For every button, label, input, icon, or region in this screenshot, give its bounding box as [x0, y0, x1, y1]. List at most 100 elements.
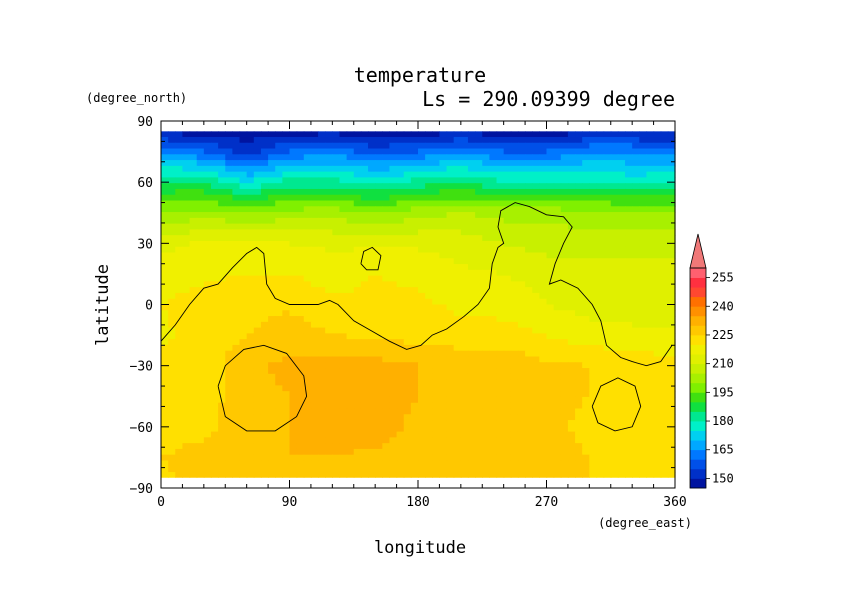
heatmap-cell — [532, 212, 540, 219]
heatmap-cell — [189, 269, 198, 277]
heatmap-cell — [596, 431, 605, 438]
heatmap-cell — [289, 148, 298, 155]
heatmap-cell — [318, 420, 326, 427]
heatmap-cell — [582, 454, 590, 462]
heatmap-cell — [517, 258, 526, 265]
heatmap-cell — [503, 292, 512, 300]
heatmap-cell — [432, 425, 441, 433]
heatmap-cell — [482, 217, 490, 225]
heatmap-cell — [596, 281, 605, 288]
heatmap-cell — [467, 472, 476, 478]
heatmap-cell — [482, 321, 490, 329]
heatmap-cell — [161, 420, 169, 427]
heatmap-cell — [439, 379, 448, 386]
heatmap-cell — [310, 443, 319, 450]
heatmap-cell — [389, 391, 398, 398]
heatmap-cell — [639, 252, 648, 259]
heatmap-cell — [567, 402, 576, 410]
heatmap-cell — [432, 269, 441, 277]
heatmap-cell — [282, 333, 291, 340]
heatmap-cell — [467, 298, 476, 306]
heatmap-cell — [289, 385, 298, 392]
heatmap-cell — [617, 183, 626, 190]
heatmap-cell — [532, 350, 540, 358]
heatmap-cell — [525, 188, 533, 196]
heatmap-cell — [275, 131, 283, 138]
heatmap-cell — [296, 269, 305, 277]
heatmap-cell — [232, 269, 241, 277]
heatmap-cell — [453, 373, 462, 381]
heatmap-cell — [239, 368, 248, 375]
heatmap-cell — [667, 350, 676, 358]
heatmap-cell — [532, 160, 540, 167]
heatmap-cell — [260, 212, 269, 219]
heatmap-cell — [432, 287, 441, 294]
heatmap-cell — [303, 304, 312, 311]
heatmap-cell — [353, 368, 362, 375]
heatmap-cell — [410, 131, 419, 138]
heatmap-cell — [639, 281, 648, 288]
heatmap-cell — [203, 454, 212, 462]
heatmap-cell — [639, 235, 648, 242]
heatmap-cell — [346, 385, 355, 392]
heatmap-cell — [496, 414, 505, 421]
heatmap-cell — [553, 420, 562, 427]
heatmap-cell — [589, 310, 598, 317]
heatmap-cell — [625, 223, 633, 231]
heatmap-cell — [525, 252, 533, 259]
heatmap-cell — [575, 402, 583, 410]
heatmap-cell — [432, 373, 441, 381]
heatmap-cell — [332, 240, 341, 248]
heatmap-cell — [182, 408, 191, 415]
heatmap-cell — [360, 298, 369, 306]
heatmap-cell — [175, 275, 184, 282]
heatmap-cell — [360, 142, 369, 150]
heatmap-cell — [275, 350, 283, 358]
heatmap-cell — [610, 316, 619, 323]
heatmap-cell — [546, 362, 555, 369]
heatmap-cell — [210, 431, 219, 438]
heatmap-cell — [446, 431, 455, 438]
heatmap-cell — [560, 269, 569, 277]
heatmap-cell — [460, 131, 469, 138]
heatmap-cell — [375, 240, 383, 248]
heatmap-cell — [496, 298, 505, 306]
heatmap-cell — [275, 160, 283, 167]
heatmap-cell — [289, 316, 298, 323]
heatmap-cell — [389, 287, 398, 294]
heatmap-cell — [589, 200, 598, 207]
heatmap-cell — [175, 200, 184, 207]
heatmap-cell — [482, 316, 490, 323]
heatmap-cell — [260, 391, 269, 398]
heatmap-cell — [203, 235, 212, 242]
heatmap-cell — [467, 281, 476, 288]
heatmap-cell — [510, 194, 519, 202]
heatmap-cell — [567, 356, 576, 363]
heatmap-cell — [275, 217, 283, 225]
heatmap-cell — [360, 258, 369, 265]
heatmap-cell — [325, 373, 333, 381]
heatmap-cell — [253, 379, 262, 386]
heatmap-cell — [210, 373, 219, 381]
heatmap-cell — [582, 183, 590, 190]
heatmap-cell — [318, 142, 326, 150]
heatmap-cell — [596, 408, 605, 415]
heatmap-cell — [453, 425, 462, 433]
heatmap-cell — [596, 148, 605, 155]
heatmap-cell — [610, 368, 619, 375]
heatmap-cell — [168, 154, 176, 161]
heatmap-cell — [510, 258, 519, 265]
heatmap-cell — [375, 368, 383, 375]
heatmap-cell — [653, 131, 662, 138]
heatmap-cell — [232, 425, 241, 433]
heatmap-cell — [660, 281, 669, 288]
heatmap-cell — [360, 212, 369, 219]
heatmap-cell — [346, 437, 355, 444]
heatmap-cell — [353, 269, 362, 277]
heatmap-cell — [467, 420, 476, 427]
heatmap-cell — [632, 240, 640, 248]
heatmap-cell — [453, 142, 462, 150]
heatmap-cell — [653, 148, 662, 155]
heatmap-cell — [467, 200, 476, 207]
heatmap-cell — [232, 258, 241, 265]
